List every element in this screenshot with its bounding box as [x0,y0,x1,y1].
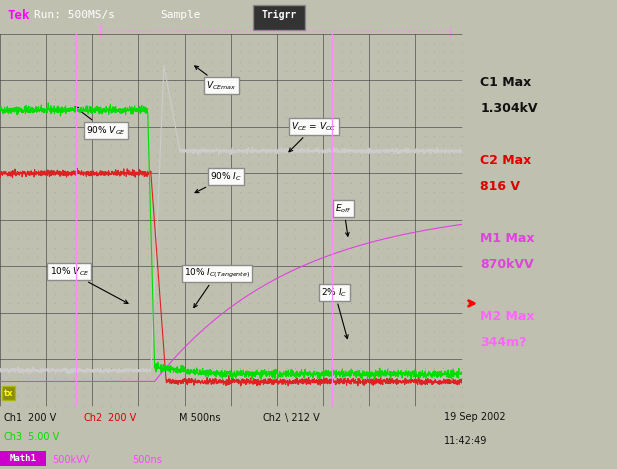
Text: 500kVV: 500kVV [52,454,90,464]
Text: 1.304kV: 1.304kV [480,102,537,114]
Text: M2 Max: M2 Max [480,310,535,323]
Text: 2% $I_C$: 2% $I_C$ [321,286,348,339]
Text: Tek: Tek [7,9,30,22]
Text: 90% $V_{GE}$: 90% $V_{GE}$ [75,107,126,137]
Text: 5.00 V: 5.00 V [28,432,59,442]
Text: Ch1: Ch1 [3,413,22,424]
Text: C1 Max: C1 Max [480,76,531,89]
Text: 816 V: 816 V [480,180,520,193]
Text: ]: ] [448,24,453,38]
Text: 500ns: 500ns [133,454,162,464]
Text: Run: 500MS/s: Run: 500MS/s [34,10,115,20]
Text: 10% $I_{C(Tangente)}$: 10% $I_{C(Tangente)}$ [184,267,250,308]
Text: 870kVV: 870kVV [480,258,534,271]
Text: 200 V: 200 V [28,413,56,424]
Text: 200 V: 200 V [108,413,136,424]
Text: Math1: Math1 [9,454,36,463]
Text: Trigrr: Trigrr [262,10,297,20]
Text: C2 Max: C2 Max [480,154,531,166]
Text: M1 Max: M1 Max [480,232,535,245]
Text: 10% $V_{CE}$: 10% $V_{CE}$ [49,265,128,303]
Text: $E_{off}$: $E_{off}$ [336,202,352,236]
Text: 11:42:49: 11:42:49 [444,436,487,446]
Text: $V_{CE}$ = $V_{CC}$: $V_{CE}$ = $V_{CC}$ [289,121,336,152]
Text: $V_{CEmax}$: $V_{CEmax}$ [195,66,237,92]
Text: Ch3: Ch3 [3,432,22,442]
Text: 344m?: 344m? [480,336,527,349]
FancyBboxPatch shape [253,6,305,30]
Text: 19 Sep 2002: 19 Sep 2002 [444,412,506,422]
Text: Ch2: Ch2 [83,413,102,424]
Text: Sample: Sample [160,10,201,20]
Text: tx: tx [4,388,13,398]
Text: M 500ns: M 500ns [179,413,220,424]
FancyBboxPatch shape [0,451,46,467]
Text: 90% $I_C$: 90% $I_C$ [195,171,242,193]
Text: Ch2: Ch2 [262,413,281,424]
Text: [: [ [99,24,104,38]
Text: \ 212 V: \ 212 V [285,413,320,424]
